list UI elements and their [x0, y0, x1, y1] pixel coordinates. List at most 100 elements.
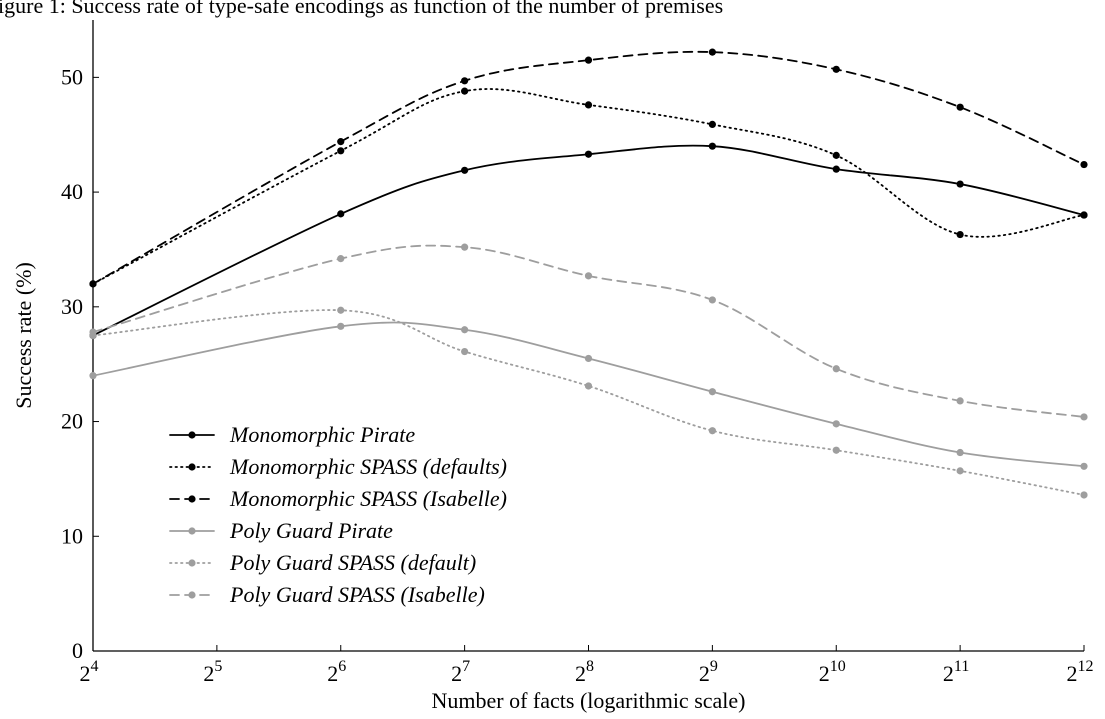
legend-swatch-marker	[188, 431, 196, 439]
series-4	[89, 321, 1088, 470]
x-axis-title: Number of facts (logarithmic scale)	[432, 688, 746, 713]
x-tick-base: 2	[575, 661, 586, 686]
x-tick-label: 24	[80, 658, 99, 686]
x-tick-exponent: 11	[954, 658, 969, 675]
legend-swatch-marker	[188, 559, 196, 567]
data-point	[89, 280, 97, 288]
data-point	[1080, 462, 1088, 470]
data-point	[1080, 160, 1088, 169]
series-line	[92, 144, 1085, 337]
data-point	[584, 382, 593, 390]
x-tick-label: 25	[203, 658, 222, 686]
legend-label: Monomorphic SPASS (defaults)	[229, 454, 507, 479]
data-point	[1080, 491, 1088, 499]
series-2	[89, 87, 1088, 288]
data-point	[832, 365, 840, 373]
x-tick-label: 212	[1067, 658, 1094, 686]
data-point	[584, 56, 593, 64]
data-point	[956, 180, 964, 188]
x-tick-label: 210	[819, 658, 846, 686]
data-point	[584, 354, 593, 363]
data-point	[337, 306, 345, 314]
series-layer	[89, 48, 1088, 499]
x-tick-label: 211	[943, 658, 969, 686]
x-tick-label: 26	[327, 658, 346, 686]
y-tick-label: 0	[72, 638, 83, 663]
x-tick-base: 2	[943, 661, 954, 686]
legend-swatch-marker	[188, 463, 196, 471]
data-point	[461, 347, 469, 356]
legend-label: Poly Guard Pirate	[229, 518, 393, 543]
x-tick-base: 2	[451, 661, 462, 686]
legend-swatch-marker	[188, 495, 196, 503]
data-point	[584, 101, 593, 109]
data-point	[956, 230, 964, 239]
y-tick-label: 30	[61, 294, 83, 319]
legend-swatch-marker	[188, 591, 196, 599]
data-point	[708, 427, 716, 435]
data-point	[708, 120, 716, 129]
y-axis-title: Success rate (%)	[11, 262, 36, 409]
x-tick-exponent: 5	[214, 658, 222, 675]
legend-item: Poly Guard SPASS (default)	[169, 550, 476, 575]
data-point	[461, 77, 469, 85]
legend-item: Monomorphic SPASS (Isabelle)	[169, 486, 507, 511]
data-point	[956, 397, 964, 405]
data-point	[708, 48, 716, 56]
data-point	[337, 322, 345, 330]
data-point	[337, 210, 345, 218]
y-tick-label: 20	[61, 409, 83, 434]
data-point	[461, 243, 469, 251]
x-tick-label: 27	[451, 658, 470, 686]
series-6	[89, 243, 1088, 421]
data-point	[584, 150, 593, 158]
legend-item: Monomorphic SPASS (defaults)	[169, 454, 507, 479]
data-point	[337, 255, 345, 263]
x-tick-exponent: 4	[91, 658, 99, 675]
x-tick-exponent: 7	[462, 658, 470, 675]
x-tick-label: 28	[575, 658, 594, 686]
x-tick-exponent: 12	[1078, 658, 1094, 675]
y-tick-label: 10	[61, 523, 83, 548]
data-point	[1080, 211, 1088, 219]
data-point	[89, 372, 97, 380]
legend-label: Monomorphic Pirate	[229, 422, 415, 447]
data-point	[832, 65, 840, 73]
data-point	[584, 272, 593, 280]
legend-label: Monomorphic SPASS (Isabelle)	[229, 486, 507, 511]
x-tick-base: 2	[80, 661, 91, 686]
data-point	[956, 103, 964, 111]
data-point	[832, 420, 840, 428]
x-tick-exponent: 10	[830, 658, 846, 675]
series-3	[89, 48, 1088, 288]
figure-caption: igure 1: Success rate of type-safe encod…	[0, 0, 723, 18]
x-tick-base: 2	[1067, 661, 1078, 686]
x-tick-base: 2	[327, 661, 338, 686]
data-point	[832, 446, 840, 454]
x-tick-label: 29	[699, 658, 718, 686]
data-point	[708, 296, 716, 304]
legend-swatch-marker	[188, 527, 196, 535]
data-point	[956, 467, 964, 475]
data-point	[1080, 413, 1088, 421]
series-line	[92, 50, 1085, 285]
data-point	[337, 147, 345, 155]
x-tick-exponent: 6	[338, 658, 346, 675]
x-tick-base: 2	[699, 661, 710, 686]
series-1	[89, 142, 1088, 340]
x-tick-base: 2	[819, 661, 830, 686]
data-point	[461, 326, 469, 334]
x-tick-exponent: 9	[710, 658, 718, 675]
legend-label: Poly Guard SPASS (Isabelle)	[229, 582, 485, 607]
y-tick-label: 50	[61, 64, 83, 89]
legend-item: Monomorphic Pirate	[169, 422, 415, 447]
data-point	[832, 151, 840, 159]
data-point	[89, 328, 97, 336]
data-point	[708, 388, 716, 396]
legend-label: Poly Guard SPASS (default)	[229, 550, 476, 575]
legend: Monomorphic Pirate Monomorphic SPASS (def…	[169, 422, 507, 607]
data-point	[337, 138, 345, 146]
data-point	[956, 448, 964, 457]
